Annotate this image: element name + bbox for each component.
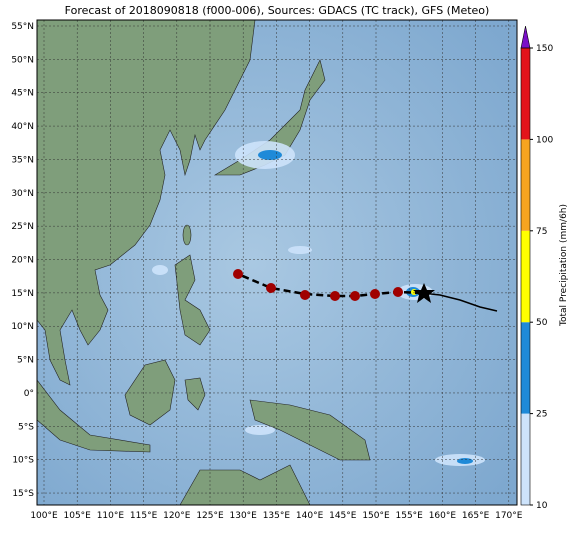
colorbar-label: Total Precipitation (mm/6h) (559, 204, 569, 327)
colorbar-frame (520, 47, 531, 506)
colorbar-tick-label: 10 (536, 501, 548, 511)
lat-label: 10°S (12, 456, 34, 466)
lat-label: 20°N (11, 256, 34, 266)
lon-label: 115°E (130, 511, 158, 521)
lon-label: 165°E (462, 511, 490, 521)
lat-label: 5°S (18, 422, 34, 432)
lon-label: 145°E (329, 511, 357, 521)
colorbar: 10 25 50 75 100 150 (520, 25, 553, 511)
lon-label: 160°E (429, 511, 457, 521)
lon-label: 120°E (163, 511, 191, 521)
lon-label: 170°E (495, 511, 523, 521)
lat-label: 5°N (17, 356, 34, 366)
colorbar-tick-label: 25 (536, 410, 547, 420)
title: Forecast of 2018090818 (f000-006), Sourc… (65, 4, 490, 17)
lon-label: 100°E (30, 511, 58, 521)
lon-label: 150°E (362, 511, 390, 521)
colorbar-extend (520, 25, 531, 49)
lon-label: 155°E (396, 511, 424, 521)
lat-label: 50°N (11, 55, 34, 65)
lat-label: 45°N (11, 89, 34, 99)
lat-label: 10°N (11, 322, 34, 332)
lon-label: 135°E (263, 511, 291, 521)
colorbar-segment (521, 139, 530, 231)
lat-label: 40°N (11, 122, 34, 132)
lon-label: 130°E (230, 511, 258, 521)
lat-label: 35°N (11, 155, 34, 165)
lon-label: 105°E (64, 511, 92, 521)
colorbar-segment (521, 230, 530, 323)
colorbar-tick-label: 50 (536, 318, 548, 328)
lat-label: 15°N (11, 289, 34, 299)
lat-label: 30°N (11, 189, 34, 199)
colorbar-segment (521, 413, 530, 505)
lat-label: 15°S (12, 489, 34, 499)
colorbar-tick-label: 100 (536, 135, 553, 145)
map (37, 20, 517, 505)
colorbar-tick-label: 75 (536, 227, 547, 237)
colorbar-segment (521, 48, 530, 140)
lat-label: 0° (24, 389, 34, 399)
lon-label: 110°E (97, 511, 125, 521)
lon-label: 140°E (296, 511, 324, 521)
map-frame (36, 19, 518, 506)
lat-label: 25°N (11, 222, 34, 232)
lon-label: 125°E (196, 511, 224, 521)
colorbar-segment (521, 322, 530, 414)
colorbar-tick-label: 150 (536, 44, 553, 54)
lat-label: 55°N (11, 22, 34, 32)
